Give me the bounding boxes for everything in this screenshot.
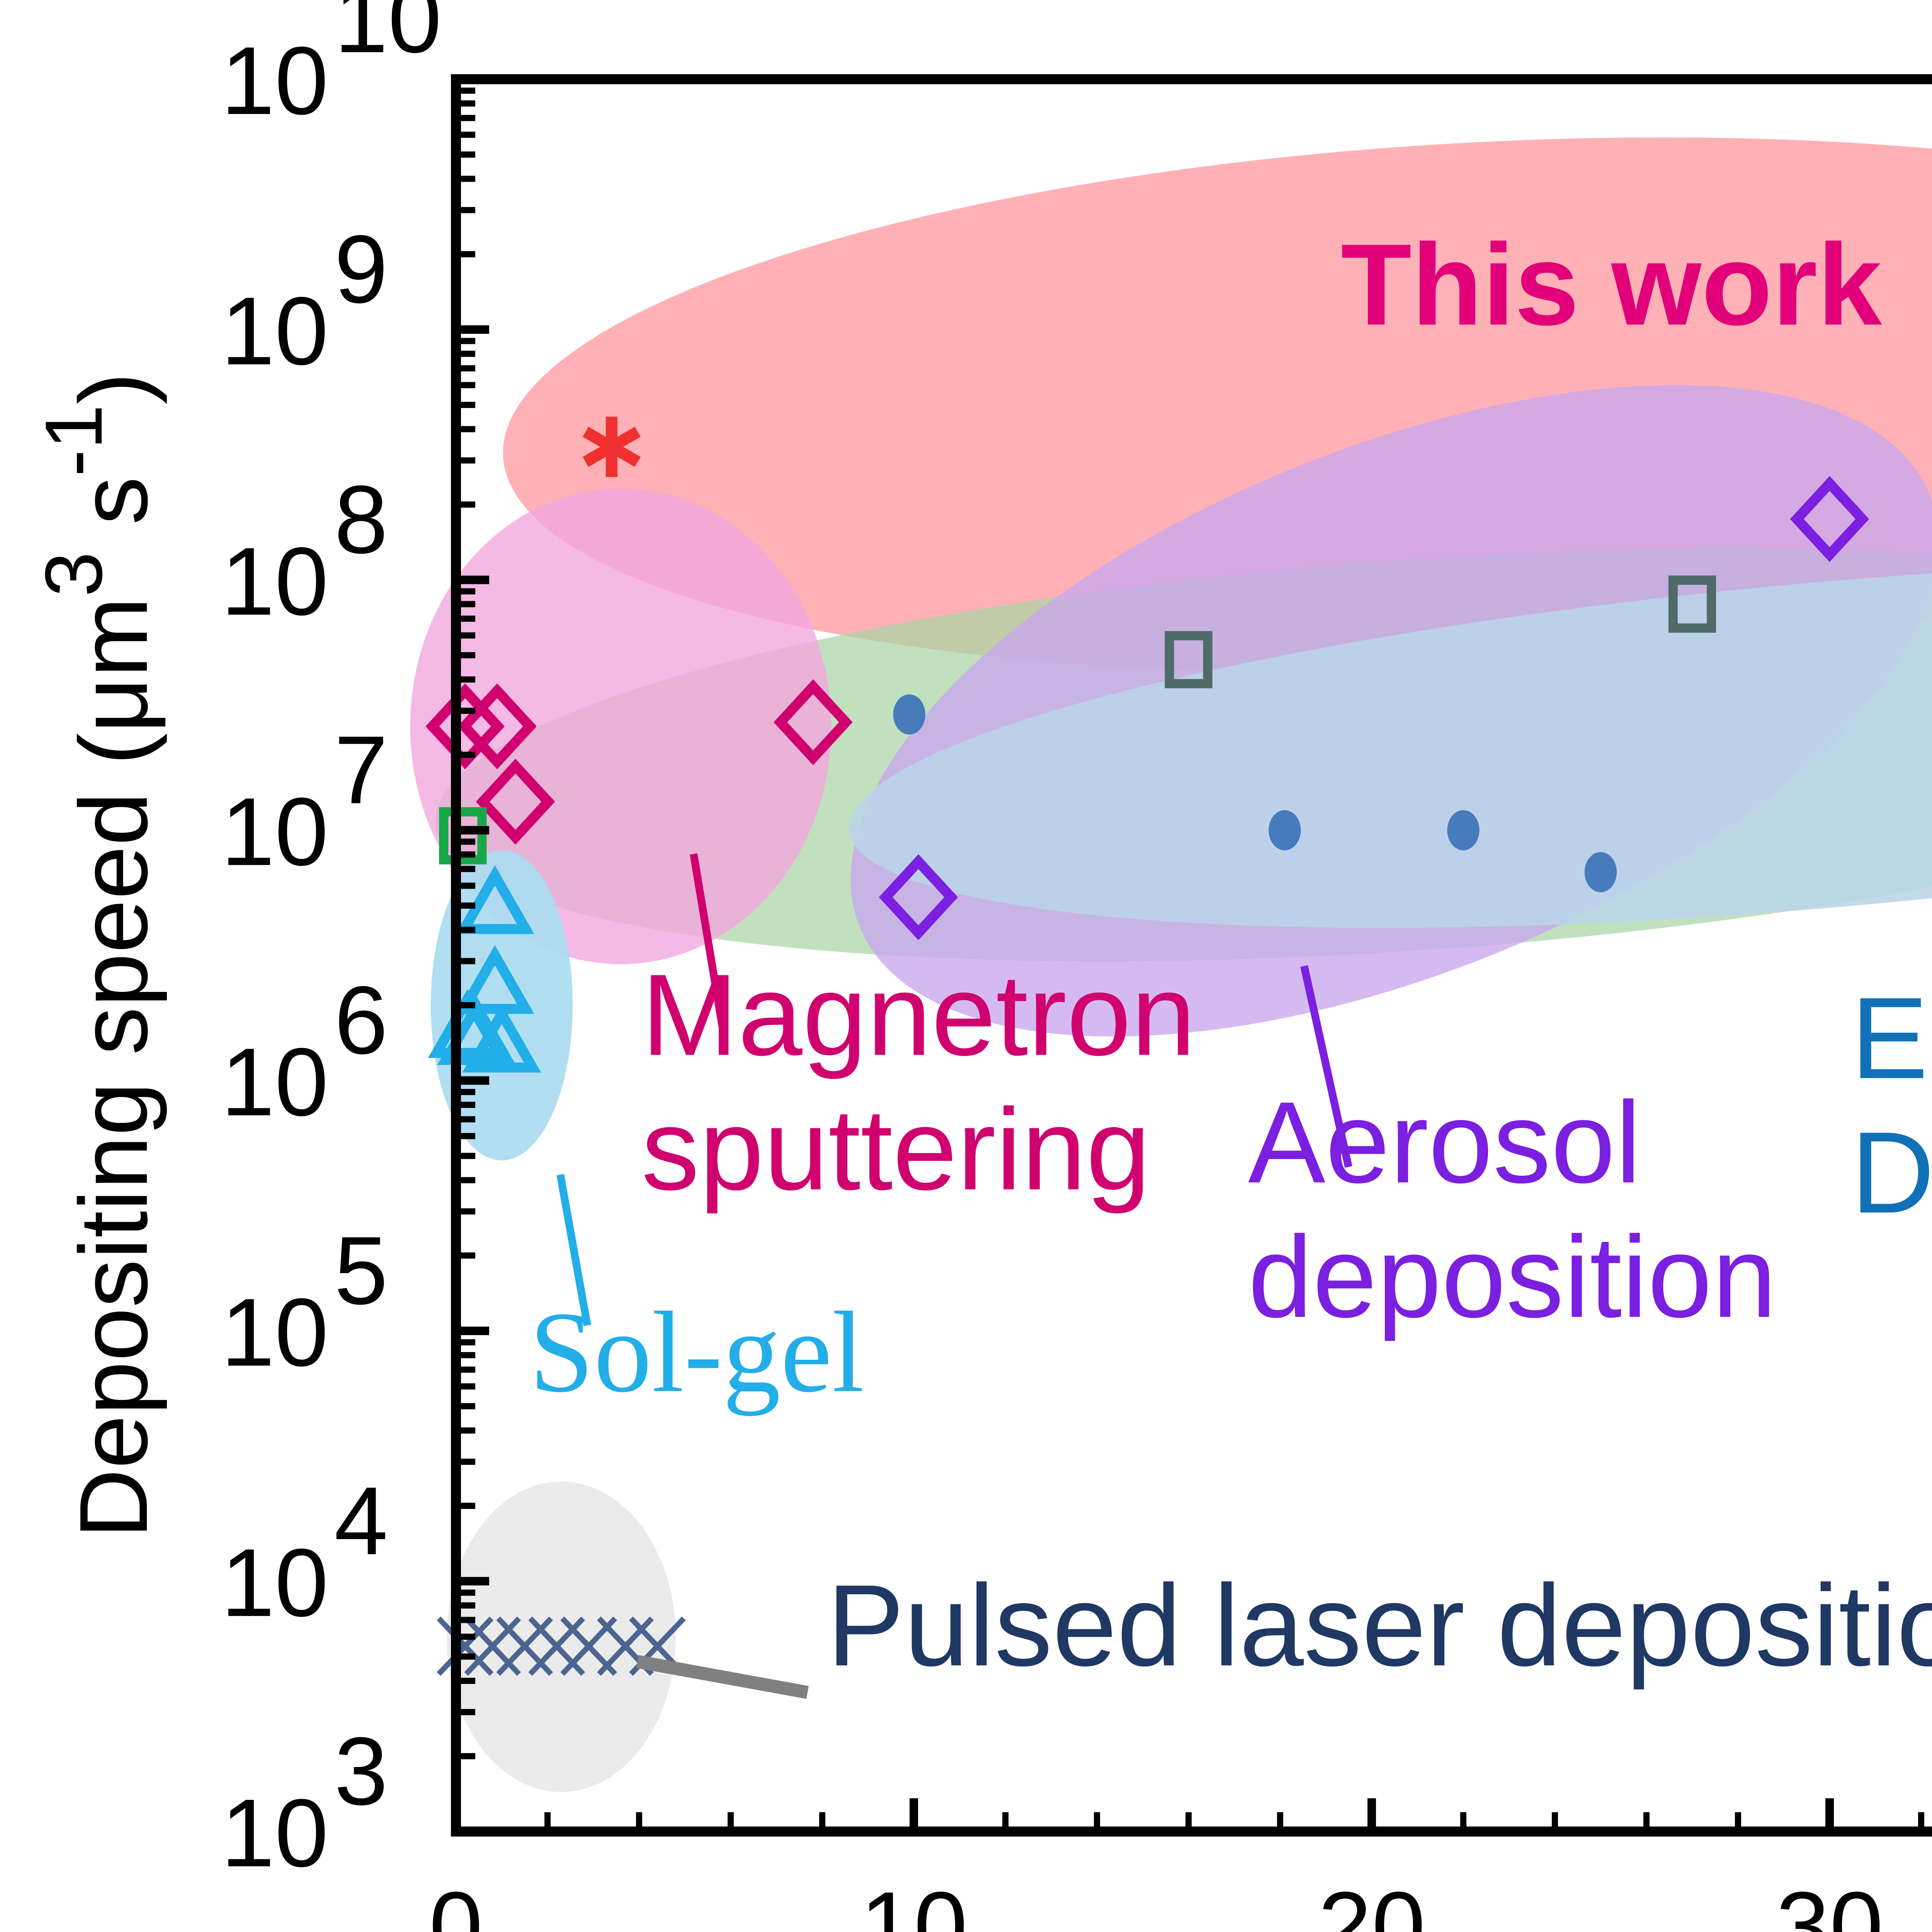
square-marker: [1165, 631, 1213, 689]
annotation-line: Deposition: [1851, 1107, 1932, 1238]
region-ellipses-layer: [410, 137, 1932, 1792]
series-composite-sol-gel: [439, 807, 487, 865]
diamond-marker: [425, 683, 505, 769]
diamond-marker: [457, 683, 537, 769]
y-tick-exponent: 8: [334, 466, 388, 573]
y-title-sup: 3: [28, 552, 119, 597]
series-magnetron-sputtering: [425, 679, 853, 845]
y-tick-base: 10: [221, 1529, 328, 1636]
triangle-marker: [455, 945, 534, 1014]
region-pulsed-laser-deposition: [447, 1481, 676, 1792]
y-tick-base: 10: [221, 778, 328, 886]
diamond-marker: [773, 679, 853, 765]
annotation-line: sputtering: [641, 1084, 1150, 1215]
square-marker: [439, 807, 487, 865]
x-marker-stroke: [437, 1616, 494, 1676]
y-tick-label: 106: [221, 966, 388, 1136]
x-tick-label: 10: [860, 1872, 968, 1932]
y-title-sup: -1: [28, 405, 119, 477]
y-tick-exponent: 6: [334, 966, 388, 1074]
region-this-work: [503, 137, 1932, 673]
annotation-this-work: This work: [1341, 219, 1883, 349]
region-ellipse: [503, 137, 1932, 673]
y-tick-label: 105: [221, 1216, 388, 1386]
leader-line-aerosol-deposition: [1300, 965, 1352, 1168]
annotation-pulsed-laser-deposition: Pulsed laser deposition: [827, 1560, 1932, 1691]
y-tick-base: 10: [221, 1278, 328, 1386]
y-tick-base: 10: [221, 527, 328, 635]
series-composite-sol-gel-dark-square-: [1165, 575, 1716, 689]
annotations-layer: This workCompositesol-gelMagnetronsputte…: [529, 219, 1932, 1699]
x-tick-label: 0: [429, 1872, 483, 1932]
y-tick-label: 108: [221, 466, 388, 635]
diamond-marker: [476, 759, 555, 845]
y-tick-exponent: 4: [334, 1467, 388, 1575]
leader-line-magnetron-sputtering: [690, 853, 728, 1040]
annotation-electrophoretic-deposition: ElectrophoreticDeposition: [1851, 973, 1932, 1238]
region-electrophoretic-deposition: [849, 561, 1932, 928]
y-tick-label: 104: [221, 1467, 388, 1636]
annotation-line: deposition: [1248, 1212, 1777, 1342]
annotation-line: Electrophoretic: [1851, 973, 1932, 1104]
circle-marker: [893, 694, 925, 735]
y-tick-exponent: 3: [334, 1717, 388, 1825]
data-points-layer: [425, 417, 1869, 1676]
series-this-work: [582, 417, 641, 477]
region-ellipse: [410, 488, 832, 964]
y-tick-label: 107: [221, 716, 388, 886]
series-aerosol-deposition: [879, 476, 1869, 940]
y-tick-exponent: 10: [334, 0, 442, 73]
y-tick-exponent: 5: [334, 1216, 388, 1324]
asterisk-arm: [582, 427, 641, 467]
y-tick-label: 103: [221, 1717, 388, 1887]
annotation-line: Sol-gel: [529, 1288, 864, 1417]
leader-line-sol-gel: [556, 1174, 591, 1326]
axes-layer: 103104105106107108109101001020304050Thic…: [28, 0, 1932, 1932]
x-tick-label: 20: [1318, 1872, 1425, 1932]
y-tick-base: 10: [221, 1779, 328, 1887]
square-marker: [1668, 575, 1716, 633]
annotation-line: This work: [1341, 219, 1883, 349]
y-title-part: s: [60, 476, 167, 551]
y-tick-base: 10: [221, 277, 328, 385]
circle-marker: [1584, 852, 1617, 893]
y-tick-base: 10: [221, 1028, 328, 1136]
circle-marker: [1269, 810, 1301, 850]
y-tick-exponent: 9: [334, 215, 388, 323]
y-axis-title: Depositing speed (μm3 s-1): [28, 372, 168, 1538]
triangle-marker: [462, 1003, 541, 1073]
region-ellipse: [849, 561, 1932, 928]
diamond-marker: [1790, 476, 1869, 562]
y-tick-exponent: 7: [334, 716, 388, 824]
y-title-part: Depositing speed (μm: [60, 597, 167, 1539]
annotation-line: Magnetron: [641, 950, 1196, 1080]
circle-marker: [1447, 810, 1480, 850]
diamond-marker: [879, 854, 958, 940]
annotation-line: Aerosol: [1248, 1077, 1641, 1207]
y-axis-title-text: Depositing speed (μm3 s-1): [28, 372, 168, 1538]
region-magnetron-sputtering: [410, 488, 832, 964]
y-tick-label: 109: [221, 215, 388, 385]
leader-line-pulsed-laser-deposition: [636, 1655, 809, 1699]
region-ellipse: [447, 1481, 676, 1792]
annotation-line: Pulsed laser deposition: [827, 1560, 1932, 1691]
y-tick-base: 10: [221, 27, 328, 134]
y-title-part: ): [60, 372, 167, 404]
series-electrophoretic-deposition: [893, 694, 1617, 893]
x-tick-label: 30: [1776, 1872, 1883, 1932]
annotation-sol-gel: Sol-gel: [529, 1288, 864, 1417]
triangle-marker: [455, 865, 534, 934]
plot-frame: [451, 74, 1932, 1837]
